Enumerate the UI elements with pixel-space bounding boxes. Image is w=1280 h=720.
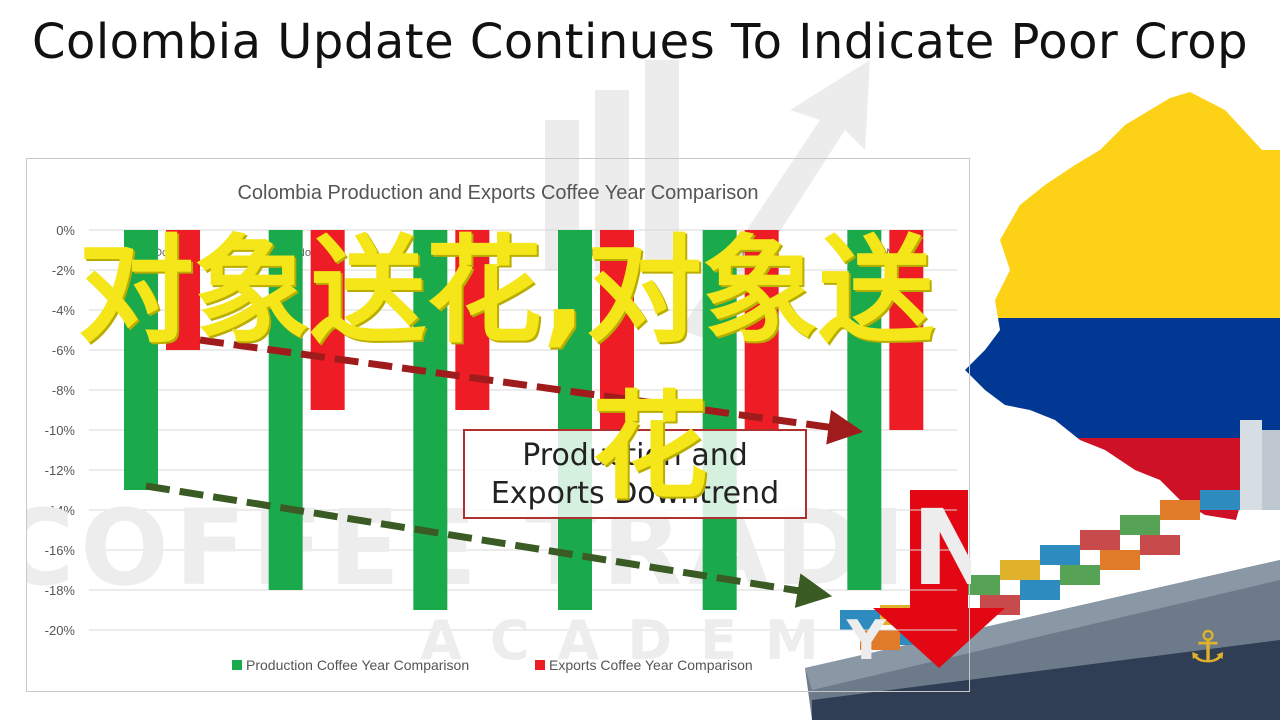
bar-production xyxy=(702,230,737,610)
production-trend-arrow xyxy=(145,482,833,608)
y-tick-label: -16% xyxy=(45,543,76,558)
y-tick-label: -12% xyxy=(45,463,76,478)
legend: Production Coffee Year Comparison Export… xyxy=(232,657,753,673)
watermark-line2: ACADEMY xyxy=(420,609,914,672)
bar-production xyxy=(413,230,448,610)
y-axis-ticks: 0% -2% -4% -6% -8% -10% -12% -14% -16% -18% -20% xyxy=(45,223,76,638)
y-tick-label: -8% xyxy=(52,383,76,398)
y-tick-label: -18% xyxy=(45,583,76,598)
chart-title: Colombia Production and Exports Coffee Y… xyxy=(237,182,758,204)
y-tick-label: -2% xyxy=(52,263,76,278)
legend-swatch-production xyxy=(232,660,242,670)
cargo-ship-icon: ⚓ xyxy=(805,420,1280,720)
bar-production xyxy=(268,230,303,590)
colombia-flag-map-icon xyxy=(965,92,1280,520)
trendlines xyxy=(145,336,864,608)
bar-exports xyxy=(744,230,779,430)
y-tick-label: -6% xyxy=(52,343,76,358)
y-tick-label: 0% xyxy=(56,223,75,238)
anchor-icon: ⚓ xyxy=(1188,622,1227,673)
red-down-arrow-icon xyxy=(873,490,1005,668)
bar-production xyxy=(124,230,158,490)
y-tick-label: -10% xyxy=(45,423,76,438)
slide-title-text: Colombia Update Continues To Indicate Po… xyxy=(31,14,1249,70)
chart-frame: Colombia Production and Exports Coffee Y… xyxy=(26,158,971,692)
callout-line1: Production and xyxy=(522,438,748,473)
y-tick-label: -20% xyxy=(45,623,76,638)
legend-swatch-exports xyxy=(535,660,545,670)
callout-box: Production and Exports Downtrend xyxy=(463,429,807,519)
legend-label-production: Production Coffee Year Comparison xyxy=(246,657,469,673)
coffee-chart: Colombia Production and Exports Coffee Y… xyxy=(27,182,971,673)
bar-production xyxy=(558,230,592,610)
callout-line2: Exports Downtrend xyxy=(490,476,780,511)
exports-trend-arrow xyxy=(199,336,864,445)
bar-exports xyxy=(166,230,200,350)
y-tick-label: -4% xyxy=(52,303,76,318)
bar-exports xyxy=(310,230,345,410)
bars xyxy=(124,230,924,610)
bar-exports xyxy=(889,230,924,430)
slide-title: Colombia Update Continues To Indicate Po… xyxy=(0,8,1280,76)
overlay-text-line2: 花 xyxy=(592,380,708,515)
legend-label-exports: Exports Coffee Year Comparison xyxy=(549,657,753,673)
y-tick-label: -14% xyxy=(45,503,76,518)
overlay-text-line1: 对象送花,对象送 xyxy=(78,224,935,359)
